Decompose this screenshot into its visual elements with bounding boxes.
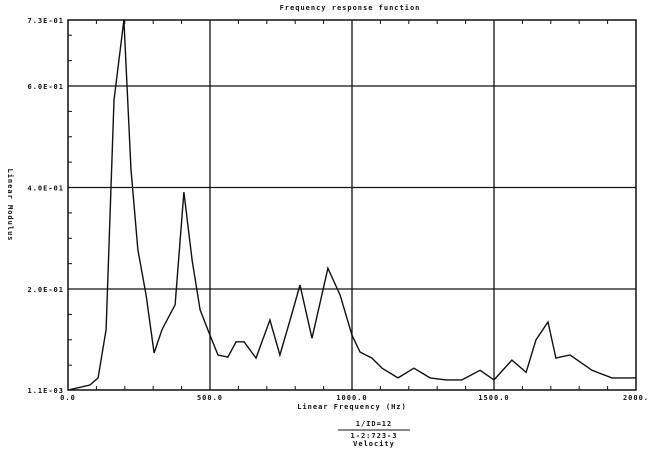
footer-quantity: Velocity [353, 440, 395, 448]
x-tick-label: 2000. [623, 394, 649, 402]
chart-title: Frequency response function [280, 4, 421, 12]
y-tick-label: 6.0E-01 [27, 83, 64, 91]
y-tick-label: 2.0E-01 [27, 286, 64, 294]
y-tick-label: 1.1E-03 [27, 387, 64, 395]
x-tick-label: 1500.0 [478, 394, 509, 402]
footer-numerator: 1/ID=12 [356, 420, 393, 428]
x-tick-label: 0.0 [60, 394, 76, 402]
y-tick-label: 7.3E-01 [27, 17, 64, 25]
x-tick-label: 1000.0 [336, 394, 367, 402]
y-tick-label: 4.0E-01 [27, 185, 64, 193]
x-axis-label: Linear Frequency (Hz) [297, 403, 407, 411]
footer-denominator: 1-2:723-3 [351, 432, 398, 440]
series-line [67, 19, 636, 391]
x-tick-label: 500.0 [197, 394, 223, 402]
y-axis-label: Linear Modulus [6, 168, 14, 241]
